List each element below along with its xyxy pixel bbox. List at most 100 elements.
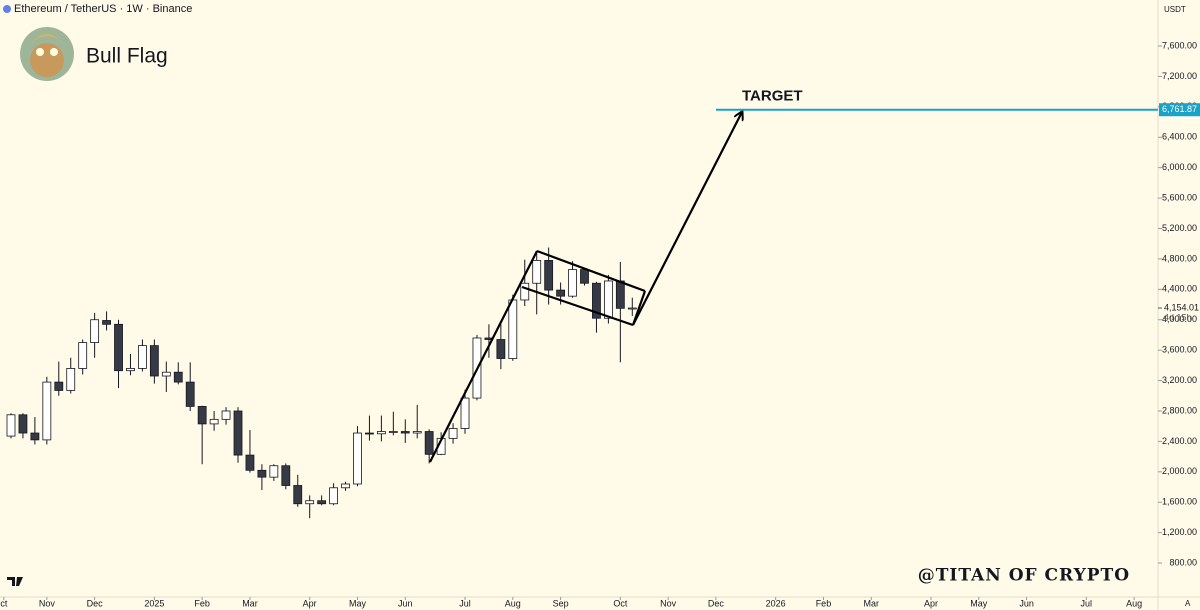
candle-body	[269, 465, 279, 478]
candle-body	[126, 368, 135, 372]
y-tick-label: 1,600.00	[1162, 497, 1197, 507]
title: Bull Flag	[86, 45, 168, 68]
x-tick-label: Apr	[303, 598, 317, 608]
flag-pole	[429, 250, 538, 463]
target-price-box	[1159, 103, 1200, 117]
candle-body	[281, 465, 291, 486]
symbol: Ethereum / TetherUS · 1W · Binance	[14, 3, 192, 15]
x-tick-label: Nov	[39, 598, 56, 608]
y-tick-label: 2,800.00	[1162, 405, 1197, 415]
x-tick-label: Jun	[1019, 598, 1034, 608]
x-tick-label: Sep	[553, 598, 569, 608]
candle-body	[341, 483, 350, 489]
x-tick-label: Nov	[660, 598, 677, 608]
candle-body	[54, 381, 64, 391]
x-tick-label: Apr	[924, 598, 938, 608]
x-tick-label: May	[349, 598, 367, 608]
flag-top	[536, 249, 646, 293]
candle-body	[508, 299, 518, 359]
x-tick-label: Feb	[194, 598, 210, 608]
y-tick-label: 4,800.00	[1162, 253, 1197, 263]
candle-body	[412, 431, 422, 434]
candle-body	[592, 282, 601, 319]
candle-body	[520, 282, 530, 301]
candle-body	[448, 428, 458, 439]
x-tick-label: Dec	[708, 598, 725, 608]
candle-body	[102, 320, 111, 325]
target-price-label: 6,761.87	[1162, 104, 1197, 114]
candle-body	[221, 410, 231, 420]
drawings	[429, 112, 742, 463]
candle-body	[209, 418, 219, 425]
candle-body	[257, 469, 267, 478]
x-tick-label: May	[970, 598, 988, 608]
x-tick-label: Dec	[87, 598, 104, 608]
candle-body	[627, 307, 637, 310]
flag-bottom	[521, 285, 634, 327]
candle-body	[42, 381, 52, 441]
candle-body	[90, 319, 100, 343]
target-text: TARGET	[742, 88, 803, 105]
x-tick-label: Aug	[1126, 598, 1142, 608]
y-tick-label: 5,600.00	[1162, 192, 1197, 202]
x-tick-label: Jul	[1081, 598, 1093, 608]
candle-body	[18, 414, 28, 434]
candle-body	[30, 432, 40, 441]
candle-body	[305, 500, 315, 505]
x-tick-label: Oct	[613, 598, 628, 608]
candle-body	[138, 345, 147, 369]
candle-body	[580, 269, 589, 284]
candle-body	[149, 345, 159, 377]
x-tick-label: Aug	[505, 598, 521, 608]
x-tick-label: Jun	[398, 598, 413, 608]
auto-scale[interactable]: A	[1185, 599, 1191, 608]
target-arrow	[632, 112, 742, 326]
candle-body	[114, 323, 123, 372]
candle-body	[245, 454, 255, 471]
y-tick-label: 2,000.00	[1162, 466, 1197, 476]
candle-body	[603, 280, 613, 319]
candle-body	[460, 397, 470, 429]
candle-body	[532, 260, 542, 284]
x-tick-label: ct	[0, 598, 8, 608]
candle-body	[615, 280, 625, 309]
y-tick-label: 800.00	[1169, 557, 1197, 567]
x-tick-label: 2025	[144, 598, 164, 608]
y-tick-label: 3,200.00	[1162, 375, 1197, 385]
candle-body	[388, 431, 398, 433]
watermark: @TITAN OF CRYPTO	[918, 566, 1130, 586]
y-tick-label: 5,200.00	[1162, 223, 1197, 233]
currency: USDT	[1164, 5, 1186, 14]
countdown: 4d 15h	[1164, 312, 1192, 322]
y-tick-label: 1,200.00	[1162, 527, 1197, 537]
candle-body	[233, 410, 243, 456]
avatar	[20, 27, 74, 81]
y-tick-label: 6,000.00	[1162, 162, 1197, 172]
candle-body	[376, 431, 386, 435]
candle-body	[496, 339, 506, 359]
y-tick-label: 4,000.00	[1162, 314, 1197, 324]
y-tick-label: 3,600.00	[1162, 345, 1197, 355]
x-tick-label: 2026	[766, 598, 786, 608]
x-tick-label: Mar	[242, 598, 258, 608]
x-tick-label: Feb	[816, 598, 832, 608]
candle-body	[544, 260, 554, 291]
candle-body	[365, 432, 374, 435]
candle-body	[424, 431, 434, 455]
candle-body	[556, 289, 566, 297]
candle-body	[329, 487, 338, 505]
candle-body	[293, 485, 303, 505]
y-tick-label: 2,400.00	[1162, 436, 1197, 446]
coin-icon	[3, 5, 11, 13]
candle-body	[161, 371, 171, 377]
candle-body	[6, 414, 16, 437]
y-tick-label: 7,200.00	[1162, 71, 1197, 81]
y-tick-label: 7,600.00	[1162, 40, 1197, 50]
candle-body	[66, 368, 76, 391]
last-price-label: 4,154.01	[1164, 302, 1199, 312]
x-tick-label: Jul	[459, 598, 471, 608]
y-tick-label: 6,400.00	[1162, 132, 1197, 142]
candle-body	[568, 269, 577, 297]
